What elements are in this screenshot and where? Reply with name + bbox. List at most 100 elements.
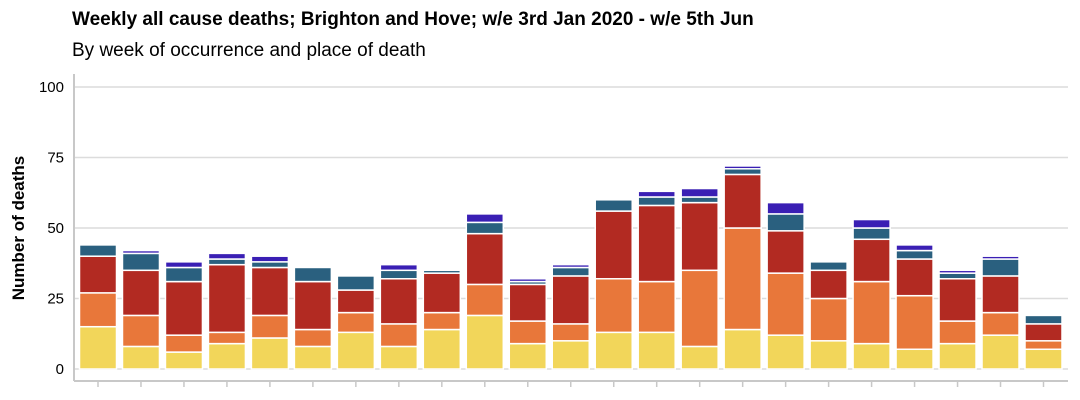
bar-week-1-seg-2 — [78, 292, 118, 328]
bar-week-5-seg-1 — [250, 337, 290, 370]
bar-week-13-seg-4 — [594, 199, 633, 212]
bar-week-19-seg-3 — [852, 238, 891, 283]
bar-week-15-seg-3 — [680, 201, 719, 272]
bar-week-2-seg-1 — [121, 345, 161, 370]
bar-week-21-seg-5 — [938, 269, 977, 274]
bar-week-7-seg-2 — [336, 311, 376, 334]
bar-week-2-seg-3 — [121, 269, 161, 317]
bar-week-17-seg-2 — [766, 272, 805, 336]
bar-week-6-seg-1 — [293, 345, 333, 370]
bar-week-4-seg-2 — [207, 331, 247, 345]
y-axis-label: Number of deaths — [9, 156, 28, 301]
chart-subtitle: By week of occurrence and place of death — [72, 40, 426, 61]
bar-week-14-seg-5 — [637, 190, 676, 198]
bar-week-6-seg-2 — [293, 328, 333, 348]
bar-week-2-seg-5 — [121, 249, 161, 255]
bar-week-3-seg-1 — [164, 351, 204, 370]
bar-week-11-seg-5 — [508, 278, 548, 283]
bar-week-10-seg-5 — [465, 213, 505, 224]
bar-week-16-seg-1 — [723, 328, 762, 370]
bar-week-7-seg-3 — [336, 289, 376, 314]
bar-week-21-seg-1 — [938, 342, 977, 370]
bar-week-6-seg-3 — [293, 280, 333, 331]
bar-week-22-seg-3 — [981, 275, 1020, 314]
bar-week-16-seg-5 — [723, 165, 762, 170]
bar-week-15-seg-2 — [680, 269, 719, 348]
bar-week-4-seg-1 — [207, 342, 247, 370]
bar-week-1-seg-3 — [78, 255, 118, 294]
bar-week-5-seg-4 — [250, 261, 290, 269]
bar-week-17-seg-4 — [766, 213, 805, 232]
bar-week-8-seg-5 — [379, 263, 419, 272]
bar-week-12-seg-4 — [551, 266, 590, 277]
bar-week-12-seg-5 — [551, 263, 590, 269]
bar-week-5-seg-2 — [250, 314, 290, 339]
bar-week-10-seg-3 — [465, 232, 505, 286]
bar-week-9-seg-4 — [422, 269, 462, 274]
bar-week-10-seg-1 — [465, 314, 505, 370]
bar-week-8-seg-4 — [379, 269, 419, 280]
bar-week-15-seg-4 — [680, 196, 719, 204]
bar-week-18-seg-1 — [809, 340, 848, 370]
bar-week-19-seg-2 — [852, 280, 891, 345]
y-tick-label-100: 100 — [39, 79, 64, 96]
bar-week-14-seg-4 — [637, 196, 676, 207]
bar-week-20-seg-4 — [895, 249, 934, 260]
bar-week-3-seg-3 — [164, 280, 204, 336]
bar-week-1-seg-1 — [78, 325, 118, 370]
bar-week-8-seg-2 — [379, 323, 419, 348]
bar-week-16-seg-3 — [723, 173, 762, 229]
bar-week-18-seg-3 — [809, 269, 848, 300]
y-tick-label-75: 75 — [47, 150, 64, 167]
bar-week-21-seg-3 — [938, 278, 977, 322]
y-tick-label-0: 0 — [56, 361, 64, 378]
bar-week-9-seg-1 — [422, 328, 462, 370]
bar-week-13-seg-1 — [594, 331, 633, 370]
bar-week-23-seg-2 — [1024, 340, 1063, 351]
bar-week-14-seg-3 — [637, 204, 676, 283]
bar-week-6-seg-4 — [293, 266, 333, 283]
bar-week-9-seg-2 — [422, 311, 462, 331]
bar-week-15-seg-1 — [680, 345, 719, 370]
chart-title: Weekly all cause deaths; Brighton and Ho… — [72, 9, 754, 30]
bar-week-12-seg-1 — [551, 340, 590, 370]
bar-week-19-seg-4 — [852, 227, 891, 241]
y-tick-label-50: 50 — [47, 220, 64, 237]
bar-week-18-seg-4 — [809, 261, 848, 272]
bar-week-7-seg-1 — [336, 331, 376, 370]
bar-week-9-seg-3 — [422, 272, 462, 314]
bar-week-17-seg-3 — [766, 230, 805, 274]
bar-week-13-seg-2 — [594, 278, 633, 334]
bar-week-20-seg-1 — [895, 348, 934, 370]
bar-week-8-seg-3 — [379, 278, 419, 325]
bar-week-2-seg-4 — [121, 252, 161, 272]
bar-week-21-seg-2 — [938, 320, 977, 345]
bar-week-19-seg-1 — [852, 342, 891, 370]
bar-week-22-seg-5 — [981, 255, 1020, 260]
bar-week-10-seg-4 — [465, 221, 505, 235]
bar-week-14-seg-2 — [637, 280, 676, 334]
bar-week-5-seg-3 — [250, 266, 290, 317]
bar-week-3-seg-2 — [164, 334, 204, 353]
bar-week-7-seg-4 — [336, 275, 376, 291]
bar-week-22-seg-1 — [981, 334, 1020, 370]
bar-week-23-seg-3 — [1024, 323, 1063, 342]
bar-week-4-seg-4 — [207, 258, 247, 266]
bar-week-11-seg-3 — [508, 283, 548, 322]
bar-week-10-seg-2 — [465, 283, 505, 317]
bar-week-4-seg-3 — [207, 263, 247, 334]
bar-week-20-seg-3 — [895, 258, 934, 297]
bar-week-20-seg-2 — [895, 294, 934, 351]
bar-week-12-seg-3 — [551, 275, 590, 325]
bar-week-22-seg-4 — [981, 258, 1020, 277]
bar-week-3-seg-5 — [164, 261, 204, 269]
bar-week-11-seg-1 — [508, 342, 548, 370]
y-tick-label-25: 25 — [47, 291, 64, 308]
bar-week-21-seg-4 — [938, 272, 977, 280]
bar-week-4-seg-5 — [207, 252, 247, 260]
bar-week-23-seg-4 — [1024, 314, 1063, 325]
bar-week-18-seg-2 — [809, 297, 848, 342]
bar-week-16-seg-2 — [723, 227, 762, 331]
bar-week-19-seg-5 — [852, 218, 891, 229]
